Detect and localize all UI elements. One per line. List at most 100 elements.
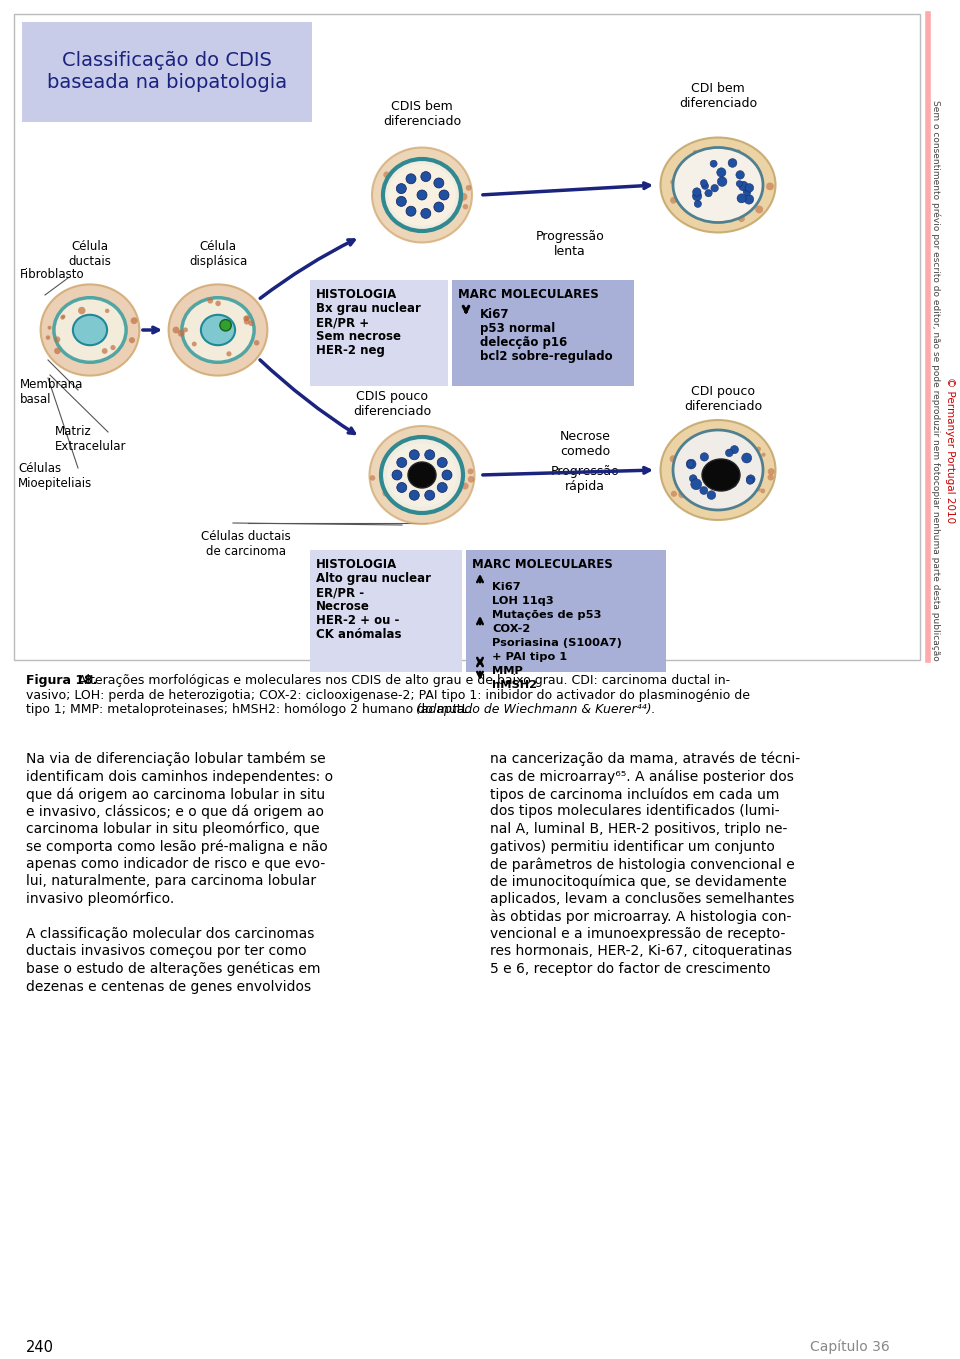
Text: hMSH2: hMSH2 <box>492 680 537 690</box>
Circle shape <box>697 151 704 158</box>
Circle shape <box>207 298 213 303</box>
Text: Ki67: Ki67 <box>480 308 510 321</box>
Circle shape <box>245 315 250 321</box>
Text: ductais invasivos começou por ter como: ductais invasivos começou por ter como <box>26 945 306 958</box>
Circle shape <box>686 461 694 467</box>
Circle shape <box>129 337 135 344</box>
Circle shape <box>746 477 754 484</box>
Ellipse shape <box>201 315 235 345</box>
Circle shape <box>670 455 677 462</box>
Text: LOH 11q3: LOH 11q3 <box>492 597 554 606</box>
Circle shape <box>702 182 708 189</box>
Circle shape <box>701 496 708 504</box>
Text: MMP: MMP <box>492 666 523 675</box>
Circle shape <box>731 446 738 454</box>
Text: Células
Mioepiteliais: Células Mioepiteliais <box>18 462 92 491</box>
Ellipse shape <box>673 429 763 510</box>
Circle shape <box>54 348 60 355</box>
Circle shape <box>670 179 674 183</box>
Circle shape <box>417 507 421 511</box>
Circle shape <box>55 337 60 342</box>
Text: se comporta como lesão pré-maligna e não: se comporta como lesão pré-maligna e não <box>26 840 327 853</box>
Circle shape <box>738 215 745 222</box>
Text: Na via de diferenciação lobular também se: Na via de diferenciação lobular também s… <box>26 752 325 766</box>
Circle shape <box>689 474 697 482</box>
Text: CDIS bem
diferenciado: CDIS bem diferenciado <box>383 101 461 128</box>
Text: Células ductais
de carcinoma: Células ductais de carcinoma <box>202 530 291 559</box>
Ellipse shape <box>169 284 268 375</box>
Circle shape <box>392 470 402 480</box>
Circle shape <box>717 167 726 177</box>
Text: 240: 240 <box>26 1340 54 1355</box>
Circle shape <box>692 188 701 196</box>
Circle shape <box>430 499 438 506</box>
Circle shape <box>60 315 64 319</box>
Circle shape <box>420 171 431 182</box>
Circle shape <box>78 307 85 314</box>
Text: vencional e a imunoexpressão de recepto-: vencional e a imunoexpressão de recepto- <box>490 927 785 940</box>
Ellipse shape <box>73 315 108 345</box>
Circle shape <box>409 450 420 459</box>
Text: CDI pouco
diferenciado: CDI pouco diferenciado <box>684 385 762 413</box>
Text: Fibroblasto: Fibroblasto <box>20 268 84 281</box>
Circle shape <box>420 506 425 510</box>
Ellipse shape <box>408 462 436 488</box>
Circle shape <box>425 163 433 171</box>
Circle shape <box>434 202 444 212</box>
Ellipse shape <box>702 459 740 491</box>
Text: Classificação do CDIS
baseada na biopatologia: Classificação do CDIS baseada na biopato… <box>47 52 287 92</box>
Circle shape <box>744 493 750 499</box>
Ellipse shape <box>383 159 461 231</box>
Text: Membrana
basal: Membrana basal <box>20 378 84 406</box>
Circle shape <box>745 183 754 192</box>
Text: Progressão
rápida: Progressão rápida <box>551 465 619 493</box>
Text: MARC MOLECULARES: MARC MOLECULARES <box>472 559 612 571</box>
Ellipse shape <box>40 284 139 375</box>
Text: HISTOLOGIA: HISTOLOGIA <box>316 288 397 300</box>
Text: Capítulo 36: Capítulo 36 <box>810 1340 890 1355</box>
Text: de parâmetros de histologia convencional e: de parâmetros de histologia convencional… <box>490 858 795 871</box>
Circle shape <box>756 447 761 451</box>
Circle shape <box>731 155 737 160</box>
Ellipse shape <box>673 148 763 223</box>
Text: cas de microarray⁶⁵. A análise posterior dos: cas de microarray⁶⁵. A análise posterior… <box>490 769 794 784</box>
Circle shape <box>691 478 702 489</box>
Circle shape <box>768 474 774 481</box>
Circle shape <box>244 318 250 325</box>
Text: Figura 18.: Figura 18. <box>26 674 98 688</box>
Text: lui, naturalmente, para carcinoma lobular: lui, naturalmente, para carcinoma lobula… <box>26 874 316 889</box>
Text: Matriz
Extracelular: Matriz Extracelular <box>55 425 127 453</box>
Circle shape <box>215 300 221 306</box>
Ellipse shape <box>660 420 776 520</box>
Circle shape <box>46 336 50 340</box>
Circle shape <box>744 194 754 204</box>
Circle shape <box>737 194 746 202</box>
Circle shape <box>192 341 197 347</box>
Circle shape <box>462 482 468 489</box>
Circle shape <box>420 208 431 219</box>
Circle shape <box>705 189 712 197</box>
Text: de imunocitoquímica que, se devidamente: de imunocitoquímica que, se devidamente <box>490 874 787 889</box>
Circle shape <box>723 480 732 488</box>
Circle shape <box>434 178 444 188</box>
Circle shape <box>458 488 463 492</box>
Circle shape <box>102 348 108 353</box>
Circle shape <box>670 197 677 204</box>
Circle shape <box>220 319 231 332</box>
Text: Célula
ductais: Célula ductais <box>68 241 111 268</box>
Text: dezenas e centenas de genes envolvidos: dezenas e centenas de genes envolvidos <box>26 980 311 993</box>
Circle shape <box>736 171 744 179</box>
Circle shape <box>692 192 702 201</box>
Circle shape <box>439 190 449 200</box>
Circle shape <box>694 200 702 208</box>
Circle shape <box>382 489 389 496</box>
Circle shape <box>417 190 427 200</box>
Circle shape <box>701 151 708 158</box>
Text: identificam dois caminhos independentes: o: identificam dois caminhos independentes:… <box>26 769 333 784</box>
Text: apenas como indicador de risco e que evo-: apenas como indicador de risco e que evo… <box>26 858 325 871</box>
Ellipse shape <box>387 443 457 507</box>
Circle shape <box>420 503 425 510</box>
Text: Alto grau nuclear: Alto grau nuclear <box>316 572 431 584</box>
Text: HER-2 + ou -: HER-2 + ou - <box>316 614 399 626</box>
Text: MARC MOLECULARES: MARC MOLECULARES <box>458 288 599 300</box>
